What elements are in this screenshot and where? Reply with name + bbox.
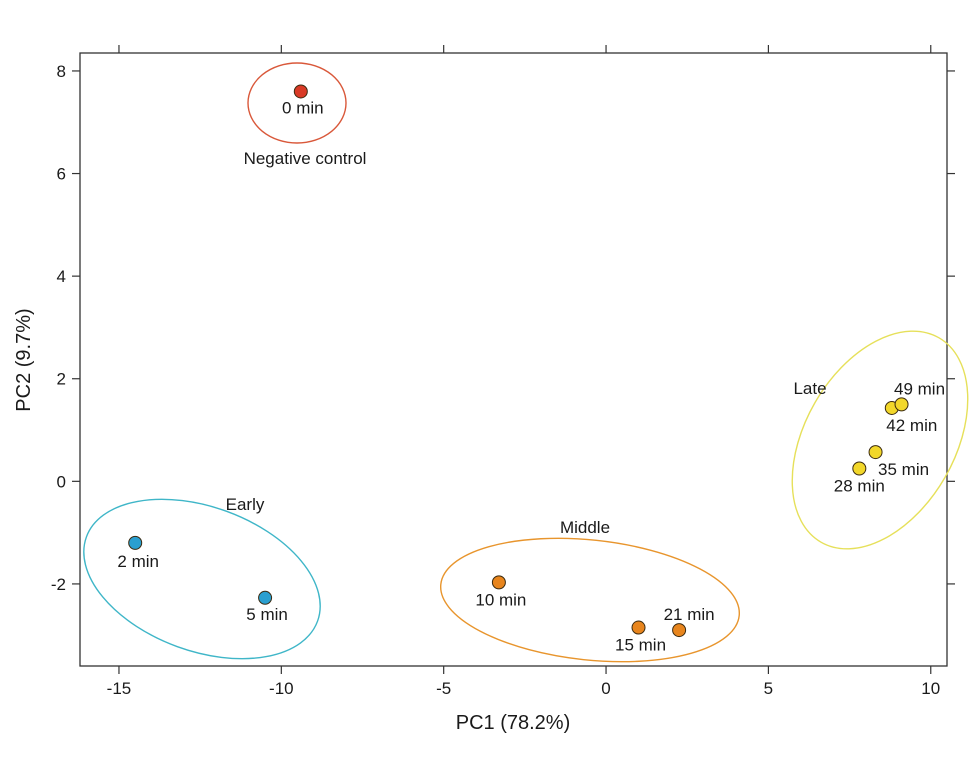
data-point: [672, 623, 687, 638]
group-ellipses: Negative control Early Middle Late: [83, 62, 969, 663]
data-point: [852, 461, 867, 476]
group-label: Late: [793, 379, 826, 398]
data-point: [128, 535, 143, 550]
x-tick-label: 10: [921, 679, 940, 698]
y-tick-label: 0: [57, 472, 66, 491]
data-point: [894, 397, 909, 412]
data-point: [293, 84, 308, 99]
data-point: [258, 590, 273, 605]
y-tick-label: -2: [51, 575, 66, 594]
y-axis-title: PC2 (9.7%): [13, 308, 35, 411]
point-label: 0 min: [282, 98, 324, 117]
point-label: 5 min: [246, 605, 288, 624]
point-label: 35 min: [878, 460, 929, 479]
x-tick-label: 0: [601, 679, 610, 698]
y-tick-label: 8: [57, 62, 66, 81]
point-label: 2 min: [117, 552, 159, 571]
plot-frame: [79, 52, 948, 667]
y-tick-label: 2: [57, 370, 66, 389]
x-axis-title: PC1 (78.2%): [456, 712, 571, 734]
point-label: 10 min: [475, 590, 526, 609]
group-ellipse: [247, 62, 347, 144]
group-ellipse: [439, 537, 741, 663]
group-label: Early: [226, 495, 265, 514]
axis-ticks: -15 -10 -5 0 5 10 -2 0 2 4 6 8: [51, 45, 955, 698]
x-tick-label: -10: [269, 679, 294, 698]
data-point: [491, 575, 506, 590]
group-ellipse: [791, 330, 969, 550]
x-tick-label: -5: [436, 679, 451, 698]
point-labels: 0 min 2 min 5 min 10 min 15 min 21 min 28 min3…: [117, 98, 945, 654]
point-label: 49 min: [894, 379, 945, 398]
point-label: 15 min: [615, 636, 666, 655]
group-label: Middle: [560, 518, 610, 537]
point-label: 42 min: [886, 416, 937, 435]
point-label: 21 min: [664, 605, 715, 624]
y-tick-label: 4: [57, 267, 66, 286]
x-tick-label: -15: [107, 679, 132, 698]
data-points: [128, 84, 909, 638]
y-tick-label: 6: [57, 165, 66, 184]
data-point: [868, 445, 883, 460]
point-label: 28 min: [834, 477, 885, 496]
x-tick-label: 5: [764, 679, 773, 698]
group-ellipse: [83, 498, 321, 660]
data-point: [631, 620, 646, 635]
group-label: Negative control: [244, 149, 367, 168]
